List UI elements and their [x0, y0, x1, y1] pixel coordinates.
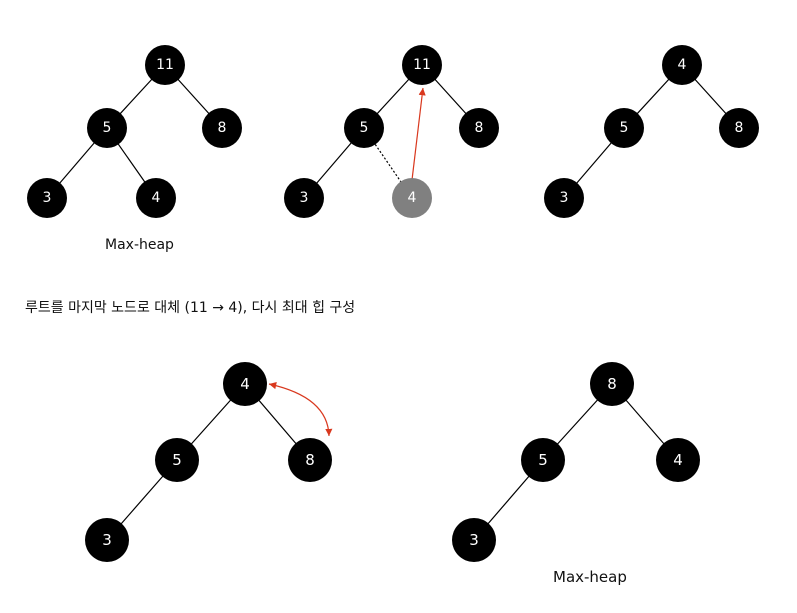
node-left-left	[452, 518, 496, 562]
node-right-label: 4	[673, 451, 683, 469]
node-right	[459, 108, 499, 148]
node-left-right-label: 4	[152, 190, 161, 206]
tree-step2: 11 5 8 3 4	[284, 45, 499, 218]
move-arrow	[411, 87, 426, 181]
node-right	[202, 108, 242, 148]
node-root	[402, 45, 442, 85]
node-left	[604, 108, 644, 148]
node-root	[145, 45, 185, 85]
node-right	[719, 108, 759, 148]
tree-step5: 8 5 4 3 Max-heap	[452, 362, 700, 586]
tree-step3: 4 5 8 3	[544, 45, 759, 218]
node-left	[155, 438, 199, 482]
node-root-label: 8	[607, 375, 617, 393]
node-left	[521, 438, 565, 482]
node-moved-label: 4	[408, 190, 417, 206]
node-root	[590, 362, 634, 406]
caption-max-heap-1: Max-heap	[105, 237, 174, 253]
node-left-label: 5	[538, 451, 548, 469]
tree-step1: 11 5 8 3 4 Max-heap	[27, 45, 242, 253]
node-right-label: 8	[475, 120, 484, 136]
instruction-text: 루트를 마지막 노드로 대체 (11 → 4), 다시 최대 힙 구성	[25, 300, 355, 316]
node-right-label: 8	[218, 120, 227, 136]
node-left-left-label: 3	[43, 190, 52, 206]
node-left-label: 5	[172, 451, 182, 469]
node-left-left-label: 3	[469, 531, 479, 549]
node-left-left	[544, 178, 584, 218]
caption-max-heap-2: Max-heap	[553, 568, 627, 586]
node-left-left	[85, 518, 129, 562]
node-left-left-label: 3	[300, 190, 309, 206]
node-root	[223, 362, 267, 406]
node-root-label: 11	[156, 57, 174, 73]
node-left-label: 5	[103, 120, 112, 136]
node-left	[87, 108, 127, 148]
tree-step4: 4 5 8 3	[85, 362, 333, 562]
node-left-label: 5	[360, 120, 369, 136]
node-left	[344, 108, 384, 148]
node-root-label: 4	[240, 375, 250, 393]
node-left-right	[136, 178, 176, 218]
node-root-label: 4	[678, 57, 687, 73]
node-left-left-label: 3	[102, 531, 112, 549]
swap-arrow	[268, 382, 333, 437]
node-moved	[392, 178, 432, 218]
node-left-label: 5	[620, 120, 629, 136]
node-left-left	[27, 178, 67, 218]
node-right-label: 8	[735, 120, 744, 136]
node-left-left	[284, 178, 324, 218]
node-right	[656, 438, 700, 482]
node-right	[288, 438, 332, 482]
node-root	[662, 45, 702, 85]
node-root-label: 11	[413, 57, 431, 73]
node-right-label: 8	[305, 451, 315, 469]
node-left-left-label: 3	[560, 190, 569, 206]
